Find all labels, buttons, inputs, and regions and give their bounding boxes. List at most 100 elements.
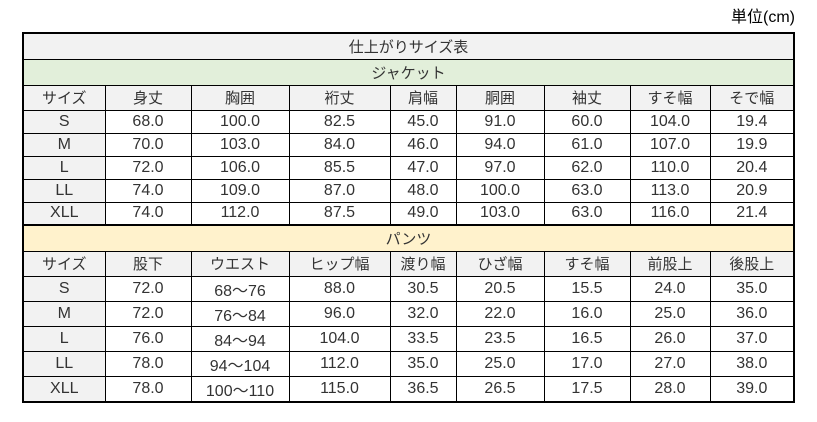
value-cell: 104.0 <box>288 325 391 352</box>
value-cell: 103.0 <box>455 201 545 226</box>
size-cell: S <box>22 109 106 134</box>
table-row-pants-XLL: XLL 78.0 100～110 115.0 36.5 26.5 17.5 28.0 39.0 <box>22 375 795 402</box>
value-cell: 26.0 <box>629 325 711 352</box>
size-cell: S <box>22 275 106 302</box>
size-cell: XLL <box>22 375 106 402</box>
value-cell: 25.0 <box>629 300 711 327</box>
section-title-pants: パンツ <box>22 224 795 252</box>
value-cell: 70.0 <box>104 132 192 157</box>
table-title: 仕上がりサイズ表 <box>22 32 795 60</box>
value-cell: 84.0 <box>288 132 391 157</box>
table-row-jacket-S: S 68.0 100.0 82.5 45.0 91.0 60.0 104.0 19.4 <box>22 109 795 134</box>
value-cell: 60.0 <box>543 109 631 134</box>
value-cell: 22.0 <box>455 300 545 327</box>
column-header-pants-1: 股下 <box>104 250 192 277</box>
column-header-jacket-2: 胸囲 <box>190 84 290 111</box>
value-cell: 20.9 <box>709 178 795 203</box>
value-cell: 17.5 <box>543 375 631 402</box>
column-header-pants-7: 前股上 <box>629 250 711 277</box>
value-cell: 87.0 <box>288 178 391 203</box>
column-header-pants-8: 後股上 <box>709 250 795 277</box>
value-cell: 61.0 <box>543 132 631 157</box>
value-cell: 39.0 <box>709 375 795 402</box>
value-cell: 74.0 <box>104 178 192 203</box>
value-cell: 84～94 <box>190 325 290 352</box>
table-row-jacket-XLL: XLL 74.0 112.0 87.5 49.0 103.0 63.0 116.0 21.4 <box>22 201 795 226</box>
column-header-pants-6: すそ幅 <box>543 250 631 277</box>
column-header-jacket-7: すそ幅 <box>629 84 711 111</box>
value-cell: 100.0 <box>455 178 545 203</box>
value-cell: 26.5 <box>455 375 545 402</box>
value-cell: 24.0 <box>629 275 711 302</box>
value-cell: 49.0 <box>389 201 457 226</box>
value-cell: 115.0 <box>288 375 391 402</box>
table-row-pants-LL: LL 78.0 94～104 112.0 35.0 25.0 17.0 27.0 38.0 <box>22 350 795 377</box>
value-cell: 62.0 <box>543 155 631 180</box>
value-cell: 116.0 <box>629 201 711 226</box>
unit-label: 単位(cm) <box>731 9 795 26</box>
value-cell: 107.0 <box>629 132 711 157</box>
value-cell: 74.0 <box>104 201 192 226</box>
value-cell: 46.0 <box>389 132 457 157</box>
value-cell: 47.0 <box>389 155 457 180</box>
value-cell: 104.0 <box>629 109 711 134</box>
size-cell: L <box>22 155 106 180</box>
value-cell: 88.0 <box>288 275 391 302</box>
value-cell: 91.0 <box>455 109 545 134</box>
table-row-pants-L: L 76.0 84～94 104.0 33.5 23.5 16.5 26.0 37.0 <box>22 325 795 352</box>
value-cell: 96.0 <box>288 300 391 327</box>
value-cell: 36.0 <box>709 300 795 327</box>
value-cell: 72.0 <box>104 155 192 180</box>
value-cell: 68～76 <box>190 275 290 302</box>
value-cell: 63.0 <box>543 178 631 203</box>
column-header-pants-2: ウエスト <box>190 250 290 277</box>
column-header-jacket-3: 裄丈 <box>288 84 391 111</box>
value-cell: 21.4 <box>709 201 795 226</box>
value-cell: 68.0 <box>104 109 192 134</box>
finished-size-table: 仕上がりサイズ表 ジャケット サイズ 身丈 胸囲 裄丈 肩幅 胴囲 袖丈 すそ幅 そで幅 S 68.0 1… <box>22 32 796 403</box>
size-cell: LL <box>22 178 106 203</box>
table-row-jacket-L: L 72.0 106.0 85.5 47.0 97.0 62.0 110.0 20.4 <box>22 155 795 180</box>
value-cell: 76～84 <box>190 300 290 327</box>
value-cell: 76.0 <box>104 325 192 352</box>
value-cell: 23.5 <box>455 325 545 352</box>
size-cell: L <box>22 325 106 352</box>
size-cell: XLL <box>22 201 106 226</box>
value-cell: 112.0 <box>190 201 290 226</box>
size-table-body: 仕上がりサイズ表 ジャケット サイズ 身丈 胸囲 裄丈 肩幅 胴囲 袖丈 すそ幅 そで幅 S 68.0 1… <box>22 32 795 402</box>
value-cell: 37.0 <box>709 325 795 352</box>
value-cell: 82.5 <box>288 109 391 134</box>
column-header-jacket-8: そで幅 <box>709 84 795 111</box>
value-cell: 19.4 <box>709 109 795 134</box>
column-header-jacket-5: 胴囲 <box>455 84 545 111</box>
column-header-pants-5: ひざ幅 <box>455 250 545 277</box>
column-header-jacket-0: サイズ <box>22 84 106 111</box>
value-cell: 94.0 <box>455 132 545 157</box>
value-cell: 85.5 <box>288 155 391 180</box>
value-cell: 45.0 <box>389 109 457 134</box>
value-cell: 28.0 <box>629 375 711 402</box>
value-cell: 16.5 <box>543 325 631 352</box>
value-cell: 35.0 <box>709 275 795 302</box>
value-cell: 100～110 <box>190 375 290 402</box>
value-cell: 20.5 <box>455 275 545 302</box>
column-header-pants-4: 渡り幅 <box>389 250 457 277</box>
value-cell: 78.0 <box>104 375 192 402</box>
section-title-jacket: ジャケット <box>22 58 795 86</box>
value-cell: 78.0 <box>104 350 192 377</box>
size-cell: M <box>22 132 106 157</box>
table-row-pants-S: S 72.0 68～76 88.0 30.5 20.5 15.5 24.0 35.0 <box>22 275 795 302</box>
value-cell: 17.0 <box>543 350 631 377</box>
value-cell: 63.0 <box>543 201 631 226</box>
value-cell: 48.0 <box>389 178 457 203</box>
value-cell: 97.0 <box>455 155 545 180</box>
value-cell: 30.5 <box>389 275 457 302</box>
table-row-pants-M: M 72.0 76～84 96.0 32.0 22.0 16.0 25.0 36.0 <box>22 300 795 327</box>
size-cell: LL <box>22 350 106 377</box>
value-cell: 35.0 <box>389 350 457 377</box>
value-cell: 106.0 <box>190 155 290 180</box>
size-cell: M <box>22 300 106 327</box>
value-cell: 15.5 <box>543 275 631 302</box>
value-cell: 103.0 <box>190 132 290 157</box>
